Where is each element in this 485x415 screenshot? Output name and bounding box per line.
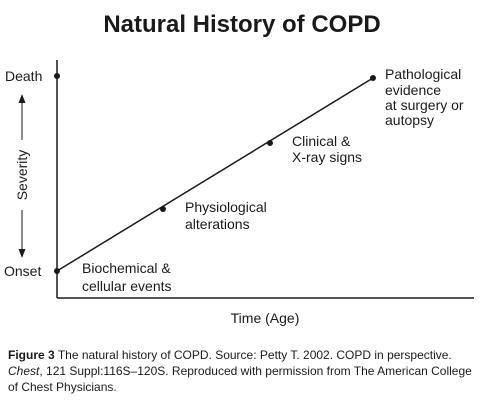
- stage-marker-physiological: [160, 206, 166, 212]
- caption-text-2: , 121 Suppl:116S–120S. Reproduced with p…: [8, 364, 472, 394]
- stage-label-pathological: Pathological evidence at surgery or auto…: [385, 66, 467, 128]
- figure-caption: Figure 3 The natural history of COPD. So…: [8, 347, 482, 395]
- death-label: Death: [5, 68, 42, 84]
- death-marker: [54, 73, 60, 79]
- diagram-title: Natural History of COPD: [103, 11, 380, 38]
- caption-text-1: The natural history of COPD. Source: Pet…: [57, 348, 452, 362]
- onset-label: Onset: [4, 263, 41, 279]
- copd-diagram: Natural History of COPD Death Onset Seve…: [4, 11, 474, 326]
- stage-label-clinical: Clinical & X-ray signs: [292, 133, 362, 165]
- time-axis-label: Time (Age): [231, 310, 300, 326]
- stage-label-biochemical: Biochemical & cellular events: [82, 260, 175, 294]
- figure-number: Figure 3: [8, 348, 55, 362]
- progression-line: [56, 77, 374, 272]
- severity-arrow: [18, 94, 26, 258]
- caption-journal: Chest: [8, 364, 40, 378]
- stage-marker-pathological: [370, 75, 376, 81]
- stage-marker-clinical: [267, 140, 273, 146]
- severity-label: Severity: [14, 150, 30, 201]
- stage-label-physiological: Physiological alterations: [185, 199, 271, 232]
